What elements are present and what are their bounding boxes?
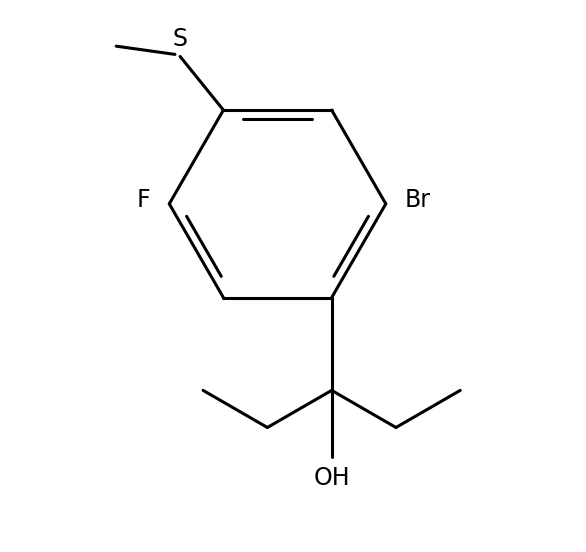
Text: F: F [137, 188, 151, 212]
Text: OH: OH [314, 466, 350, 490]
Text: Br: Br [404, 188, 430, 212]
Text: S: S [173, 27, 188, 51]
